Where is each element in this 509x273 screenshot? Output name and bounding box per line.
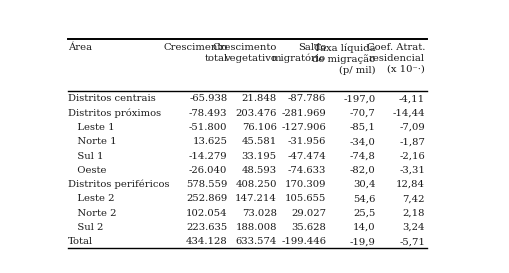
Text: 188.008: 188.008 [235,223,276,232]
Text: -7,09: -7,09 [399,123,424,132]
Text: 48.593: 48.593 [241,166,276,175]
Text: 3,24: 3,24 [402,223,424,232]
Text: 105.655: 105.655 [284,194,326,203]
Text: -51.800: -51.800 [188,123,227,132]
Text: -14,44: -14,44 [391,109,424,118]
Text: 73.028: 73.028 [241,209,276,218]
Text: Distritos próximos: Distritos próximos [68,108,160,118]
Text: -199.446: -199.446 [280,237,326,246]
Text: Distritos periféricos: Distritos periféricos [68,180,169,189]
Text: 76.106: 76.106 [241,123,276,132]
Text: -3,31: -3,31 [399,166,424,175]
Text: Total: Total [68,237,93,246]
Text: 147.214: 147.214 [235,194,276,203]
Text: -26.040: -26.040 [189,166,227,175]
Text: Coef. Atrat.
residencial
(x 10⁻·): Coef. Atrat. residencial (x 10⁻·) [366,43,424,73]
Text: 45.581: 45.581 [241,137,276,146]
Text: -1,87: -1,87 [399,137,424,146]
Text: Taxa líquida
de migração
(p/ mil): Taxa líquida de migração (p/ mil) [312,43,375,75]
Text: -197,0: -197,0 [343,94,375,103]
Text: Saldo
migratório: Saldo migratório [271,43,326,63]
Text: 13.625: 13.625 [192,137,227,146]
Text: -87.786: -87.786 [288,94,326,103]
Text: 578.559: 578.559 [186,180,227,189]
Text: 14,0: 14,0 [352,223,375,232]
Text: 408.250: 408.250 [235,180,276,189]
Text: 102.054: 102.054 [185,209,227,218]
Text: 35.628: 35.628 [291,223,326,232]
Text: 434.128: 434.128 [185,237,227,246]
Text: -19,9: -19,9 [349,237,375,246]
Text: Norte 1: Norte 1 [68,137,116,146]
Text: -281.969: -281.969 [281,109,326,118]
Text: -74.633: -74.633 [287,166,326,175]
Text: 21.848: 21.848 [241,94,276,103]
Text: Leste 2: Leste 2 [68,194,114,203]
Text: 170.309: 170.309 [284,180,326,189]
Text: -14.279: -14.279 [188,152,227,161]
Text: Área: Área [68,43,92,52]
Text: Sul 1: Sul 1 [68,152,103,161]
Text: -5,71: -5,71 [399,237,424,246]
Text: -70,7: -70,7 [349,109,375,118]
Text: 33.195: 33.195 [241,152,276,161]
Text: 223.635: 223.635 [186,223,227,232]
Text: -4,11: -4,11 [398,94,424,103]
Text: 7,42: 7,42 [402,194,424,203]
Text: 203.476: 203.476 [235,109,276,118]
Text: Leste 1: Leste 1 [68,123,114,132]
Text: -82,0: -82,0 [349,166,375,175]
Text: 54,6: 54,6 [353,194,375,203]
Text: -31.956: -31.956 [287,137,326,146]
Text: 633.574: 633.574 [235,237,276,246]
Text: Norte 2: Norte 2 [68,209,116,218]
Text: Oeste: Oeste [68,166,106,175]
Text: 25,5: 25,5 [353,209,375,218]
Text: -127.906: -127.906 [281,123,326,132]
Text: 12,84: 12,84 [395,180,424,189]
Text: -78.493: -78.493 [188,109,227,118]
Text: Crescimento
total: Crescimento total [163,43,227,63]
Text: -2,16: -2,16 [399,152,424,161]
Text: 29.027: 29.027 [291,209,326,218]
Text: 30,4: 30,4 [352,180,375,189]
Text: 252.869: 252.869 [186,194,227,203]
Text: -65.938: -65.938 [189,94,227,103]
Text: -74,8: -74,8 [349,152,375,161]
Text: Sul 2: Sul 2 [68,223,103,232]
Text: Distritos centrais: Distritos centrais [68,94,155,103]
Text: -47.474: -47.474 [287,152,326,161]
Text: Crescimento
vegetativo: Crescimento vegetativo [212,43,276,63]
Text: -85,1: -85,1 [349,123,375,132]
Text: -34,0: -34,0 [349,137,375,146]
Text: 2,18: 2,18 [402,209,424,218]
